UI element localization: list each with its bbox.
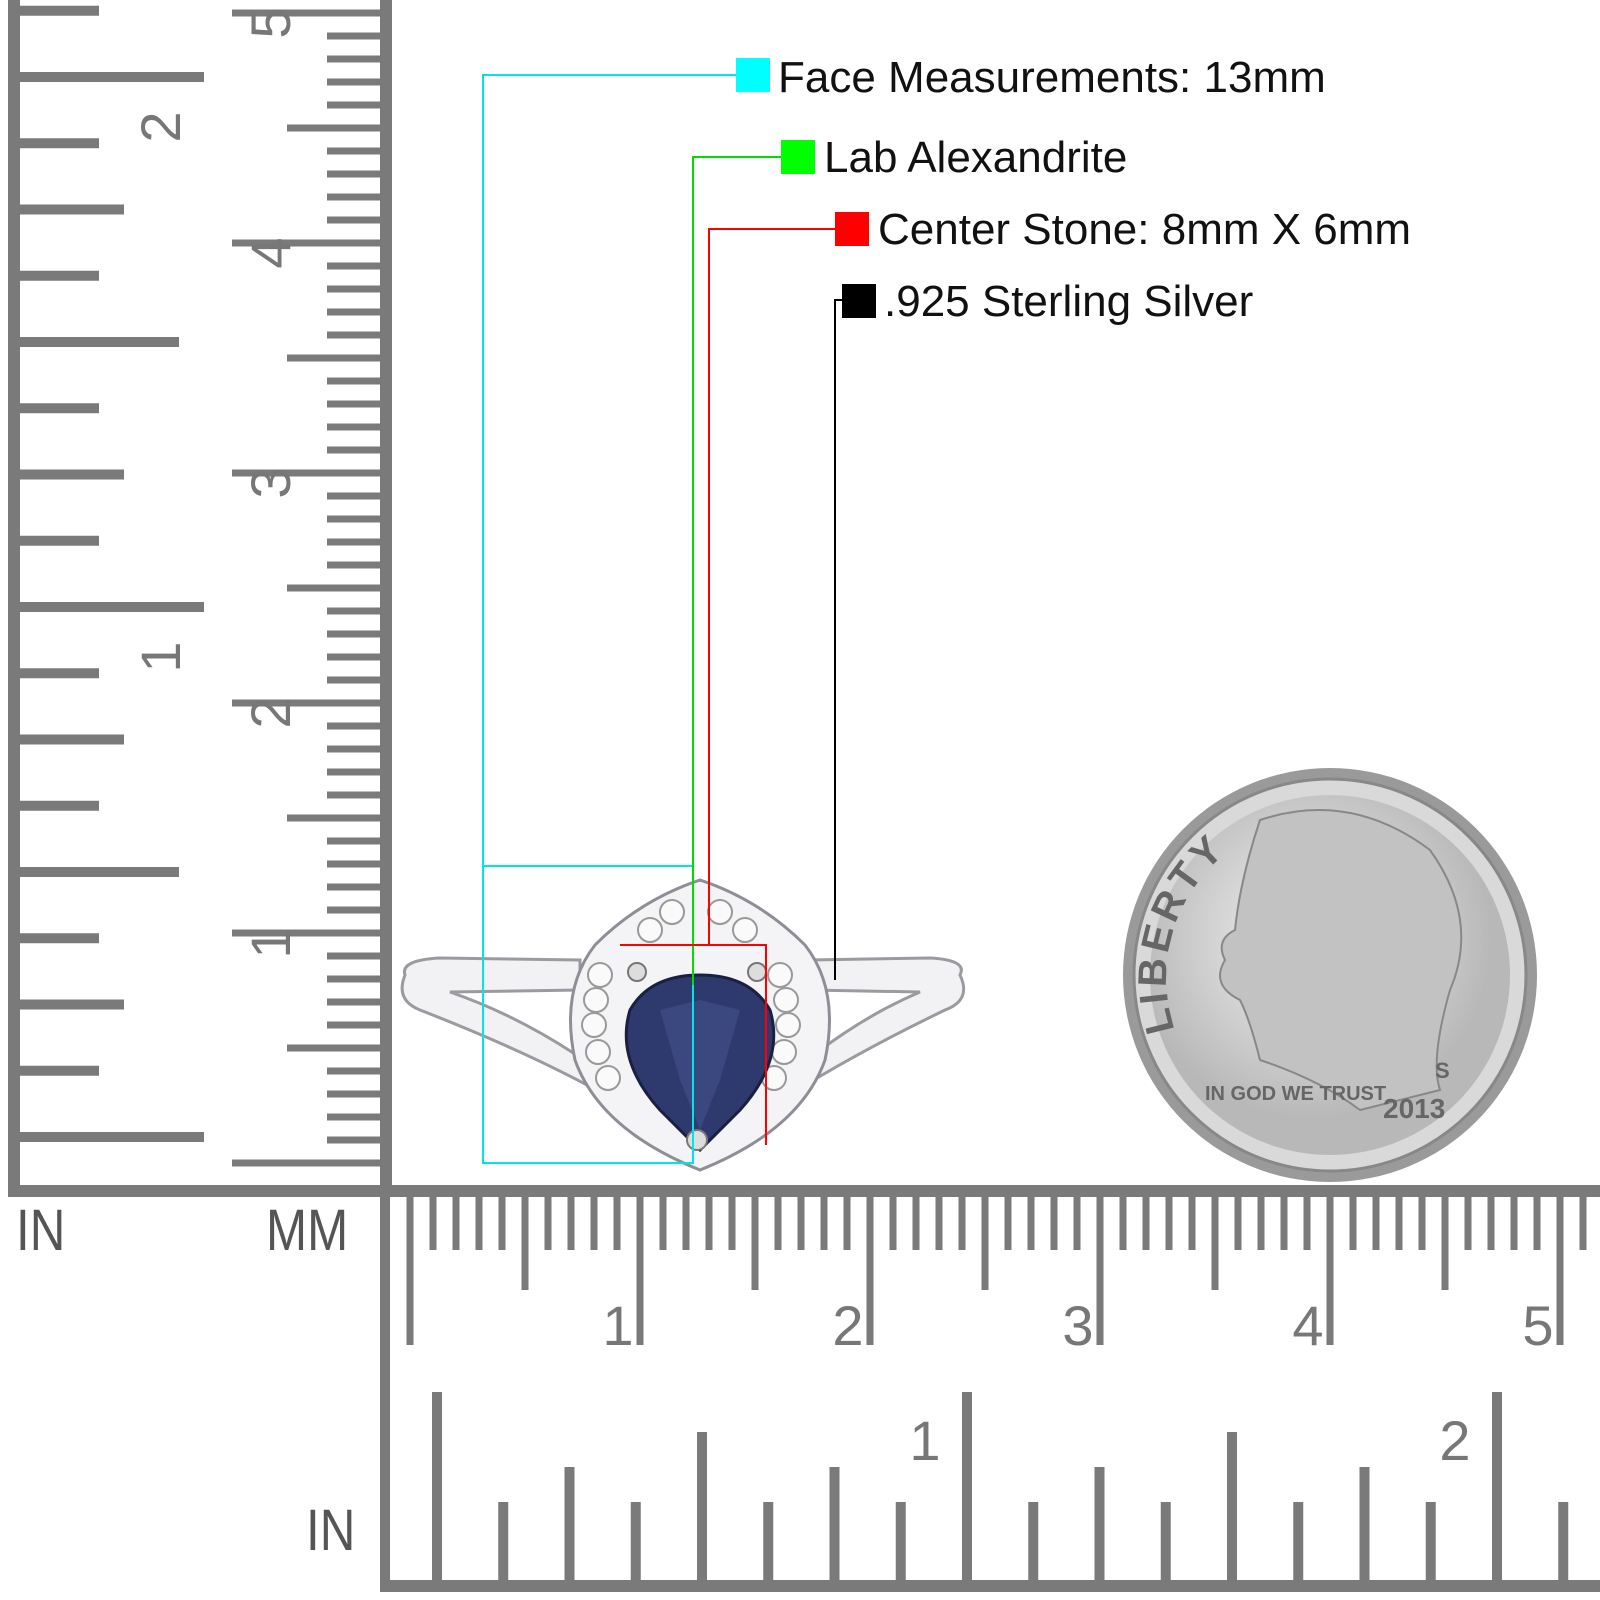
- callout-lines: [482, 74, 845, 1164]
- coin-mint-mark: S: [1435, 1058, 1450, 1083]
- pave-stone: [732, 917, 758, 943]
- pave-stone: [707, 899, 733, 925]
- spec-stone-type: Lab Alexandrite: [824, 133, 1128, 182]
- unit-mm: MM: [266, 1198, 349, 1263]
- ruler-left-bottom-edge: [8, 1185, 392, 1197]
- cm-label: 4: [1292, 1294, 1323, 1357]
- pave-stone: [767, 962, 793, 988]
- ruler-bottom-left-edge: [380, 1190, 390, 1590]
- cm-label-vertical: 5: [239, 7, 302, 38]
- inch-label-vertical: 2: [129, 111, 192, 142]
- cm-label: 1: [602, 1294, 633, 1357]
- pave-stone: [637, 917, 663, 943]
- pave-stone: [775, 1012, 801, 1038]
- inch-label-vertical: 1: [129, 641, 192, 672]
- ring: [400, 878, 966, 1172]
- legend-swatch-black: [842, 284, 876, 318]
- cm-label-vertical: 4: [239, 237, 302, 268]
- unit-in-bottom: IN: [306, 1498, 356, 1563]
- spec-face-measurements: Face Measurements: 13mm: [778, 53, 1326, 102]
- spec-center-stone: Center Stone: 8mm X 6mm: [878, 205, 1412, 254]
- cm-label: 5: [1522, 1294, 1553, 1357]
- cm-label: 3: [1062, 1294, 1093, 1357]
- unit-in-left: IN: [16, 1198, 66, 1263]
- legend-swatch-red: [835, 212, 869, 246]
- pave-stone: [585, 1039, 611, 1065]
- pave-stone: [771, 1039, 797, 1065]
- coin-motto-text: IN GOD WE TRUST: [1205, 1083, 1386, 1105]
- inch-label: 2: [1439, 1409, 1470, 1472]
- cm-label: 2: [832, 1294, 863, 1357]
- cm-label-vertical: 1: [239, 927, 302, 958]
- ruler-left-edge: [8, 0, 20, 1195]
- spec-metal: .925 Sterling Silver: [884, 277, 1254, 326]
- cm-label-vertical: 2: [239, 697, 302, 728]
- pave-stone: [773, 987, 799, 1013]
- pave-stone: [595, 1065, 621, 1091]
- inch-label: 1: [909, 1409, 940, 1472]
- ruler-bottom-top-edge: [380, 1185, 1600, 1197]
- cm-label-vertical: 3: [239, 467, 302, 498]
- ruler-left-right-edge: [380, 0, 392, 1195]
- legend-swatch-green: [781, 140, 815, 174]
- pave-stone: [581, 1012, 607, 1038]
- dime-coin: LIBERTY IN GOD WE TRUST 2013 S: [1123, 768, 1537, 1182]
- coin-year-text: 2013: [1383, 1093, 1445, 1124]
- pave-stone: [659, 899, 685, 925]
- pave-stone: [587, 962, 613, 988]
- legend-swatch-cyan: [736, 58, 770, 92]
- pave-stones: [581, 899, 801, 1091]
- ruler-bottom-base: [380, 1580, 1600, 1592]
- pave-stone: [583, 987, 609, 1013]
